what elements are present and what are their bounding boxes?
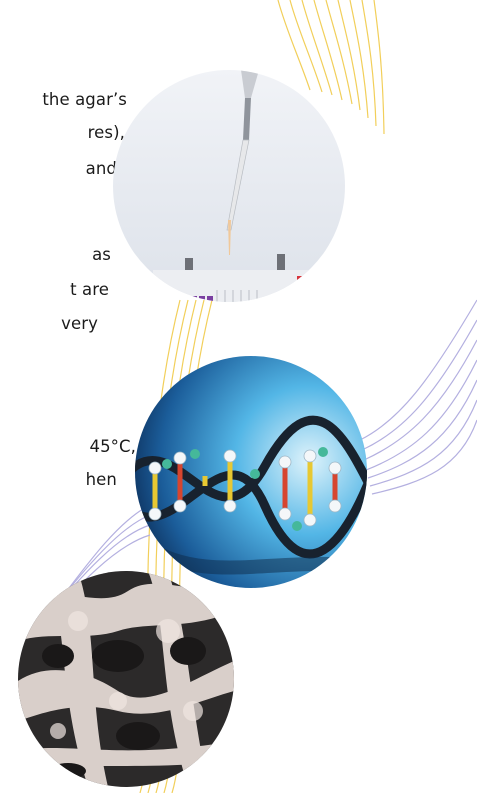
text-line: t are — [70, 280, 109, 299]
text-line: the agar’s — [42, 90, 127, 109]
text-line: hen — [85, 470, 117, 489]
text-line: very — [61, 314, 98, 333]
dna-helix-photo — [135, 356, 367, 588]
text-line: res), — [87, 123, 125, 142]
text-line: and — [85, 159, 117, 178]
text-line: as — [92, 245, 111, 264]
text-line: 45°C, — [89, 437, 136, 456]
micrograph-photo — [18, 571, 234, 787]
pipette-gel-photo — [113, 70, 345, 302]
